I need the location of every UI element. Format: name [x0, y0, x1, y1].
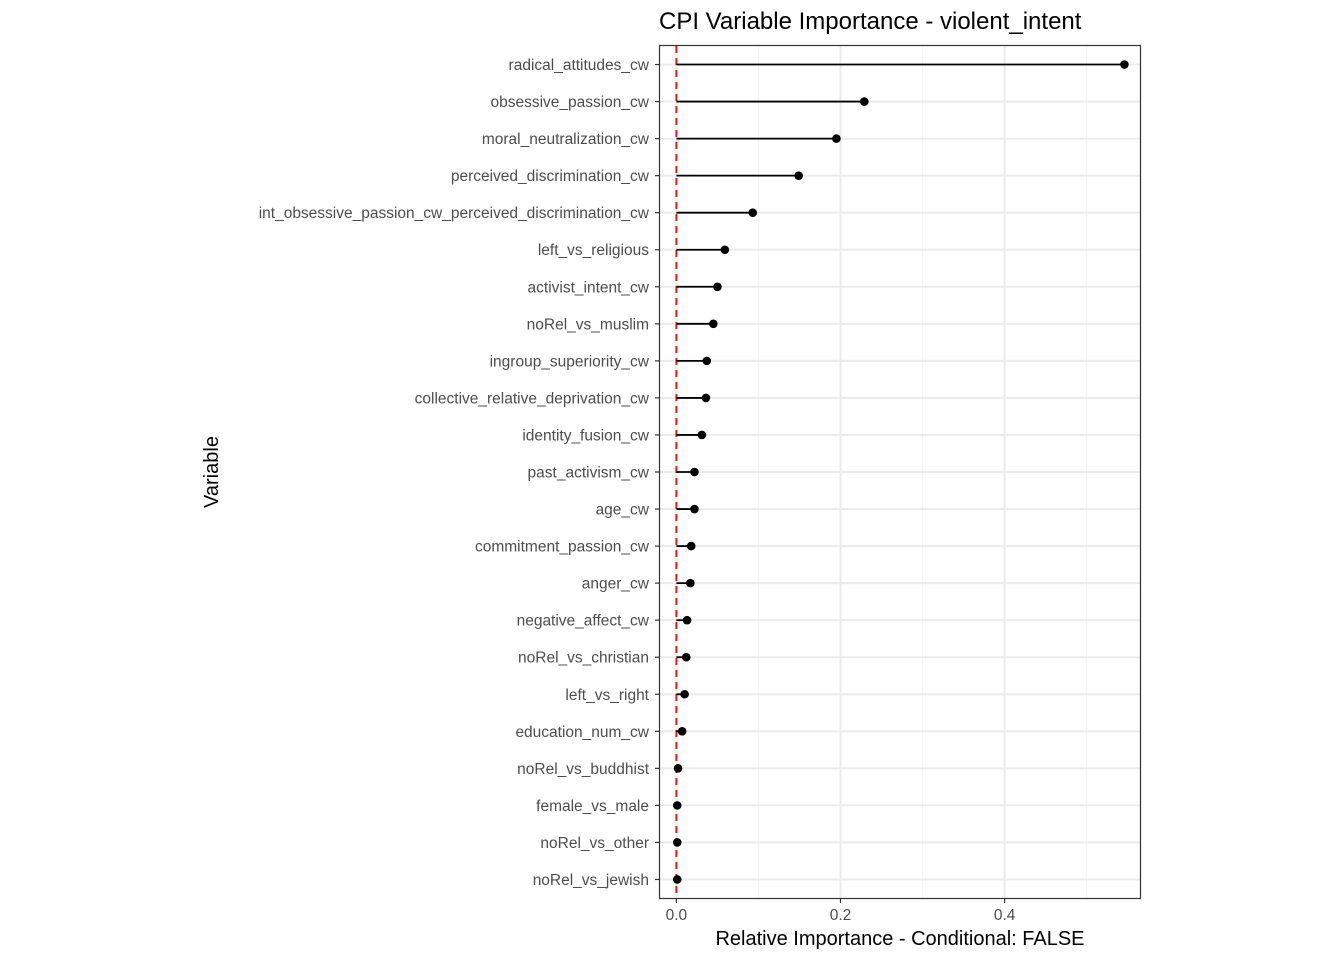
lollipop-point	[713, 282, 722, 292]
y-tick-label: anger_cw	[582, 576, 650, 593]
lollipop-point	[690, 467, 699, 477]
y-tick-label: commitment_passion_cw	[475, 539, 650, 556]
x-tick-label: 0.2	[830, 907, 852, 924]
x-tick-label: 0.0	[666, 907, 688, 924]
y-tick-label: age_cw	[596, 502, 650, 519]
y-tick-label: left_vs_religious	[538, 242, 649, 259]
y-tick-label: past_activism_cw	[528, 465, 650, 482]
lollipop-point	[690, 504, 699, 514]
y-tick-label: noRel_vs_muslim	[527, 316, 649, 333]
lollipop-point	[748, 208, 758, 217]
lollipop-point	[681, 652, 691, 662]
y-tick-label: int_obsessive_passion_cw_perceived_discr…	[259, 205, 650, 222]
y-tick-label: collective_relative_deprivation_cw	[415, 390, 650, 407]
lollipop-point	[682, 615, 692, 625]
x-tick-label: 0.4	[994, 907, 1016, 924]
lollipop-point	[680, 689, 689, 699]
y-tick-label: female_vs_male	[536, 798, 649, 815]
y-tick-label: noRel_vs_other	[540, 835, 649, 852]
y-tick-label: noRel_vs_buddhist	[517, 761, 650, 778]
lollipop-point	[686, 578, 695, 588]
lollipop-point	[672, 801, 682, 810]
lollipop-marks	[672, 60, 1129, 884]
chart-title: CPI Variable Importance - violent_intent	[659, 8, 1082, 35]
lollipop-point	[794, 171, 803, 180]
y-tick-label: activist_intent_cw	[528, 279, 650, 296]
lollipop-point	[672, 838, 682, 847]
major-gridlines	[660, 46, 1140, 898]
y-tick-label: obsessive_passion_cw	[490, 94, 649, 111]
lollipop-point	[701, 393, 711, 403]
y-axis-title: Variable	[201, 436, 223, 508]
y-tick-label: noRel_vs_christian	[518, 650, 649, 667]
y-tick-label: noRel_vs_jewish	[533, 872, 649, 889]
lollipop-point	[709, 319, 718, 329]
lollipop-point	[673, 764, 683, 773]
x-axis-title: Relative Importance - Conditional: FALSE	[715, 928, 1084, 950]
lollipop-point	[672, 875, 682, 884]
lollipop-point	[702, 356, 712, 366]
y-axis: radical_attitudes_cw obsessive_passion_cw…	[259, 57, 660, 889]
y-tick-label: radical_attitudes_cw	[509, 57, 650, 74]
lollipop-point	[1120, 60, 1129, 69]
lollipop-point	[686, 541, 696, 551]
y-tick-label: perceived_discrimination_cw	[451, 168, 650, 185]
lollipop-point	[860, 97, 869, 106]
y-tick-label: moral_neutralization_cw	[482, 131, 650, 148]
lollipop-point	[720, 245, 730, 255]
y-tick-label: education_num_cw	[515, 724, 649, 741]
y-tick-label: identity_fusion_cw	[522, 427, 649, 444]
y-tick-label: ingroup_superiority_cw	[490, 353, 650, 370]
y-tick-label: negative_affect_cw	[517, 613, 650, 630]
lollipop-point	[677, 727, 687, 736]
lollipop-point	[832, 134, 841, 143]
lollipop-point	[697, 430, 707, 440]
y-tick-label: left_vs_right	[565, 687, 649, 704]
x-axis: 0.0 0.2 0.4	[666, 898, 1016, 924]
